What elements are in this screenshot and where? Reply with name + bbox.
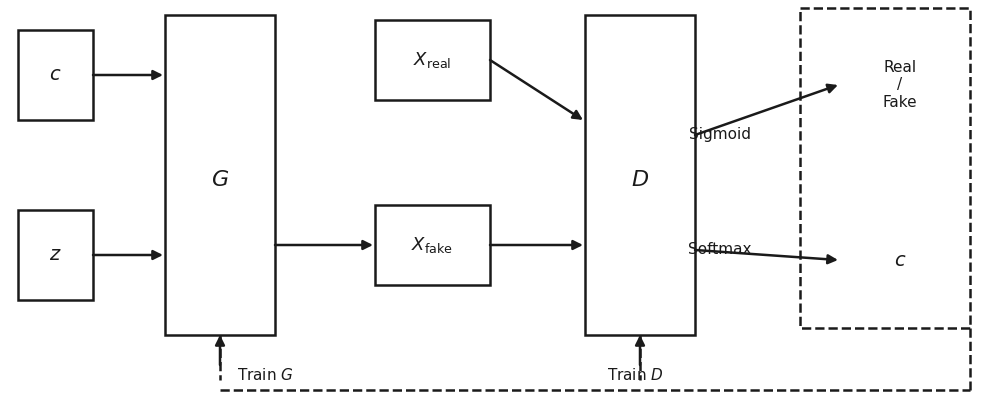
Text: $D$: $D$	[631, 170, 649, 190]
Bar	[840, 210, 960, 310]
Text: Sigmoid: Sigmoid	[689, 128, 751, 143]
Text: $c$: $c$	[48, 66, 61, 85]
Bar	[375, 20, 490, 100]
Bar	[165, 15, 275, 335]
Text: $G$: $G$	[210, 170, 229, 190]
Bar	[18, 30, 93, 120]
Bar	[585, 15, 695, 335]
Bar	[375, 205, 490, 285]
Text: $c$: $c$	[894, 250, 906, 269]
Text: $z$: $z$	[48, 246, 61, 265]
Bar	[800, 8, 970, 328]
Text: Train $D$: Train $D$	[607, 367, 663, 383]
Text: $X_{\rm real}$: $X_{\rm real}$	[413, 50, 452, 70]
Bar	[840, 20, 960, 150]
Text: $X_{\rm fake}$: $X_{\rm fake}$	[411, 235, 453, 255]
Text: Real
/
Fake: Real / Fake	[882, 60, 917, 110]
Text: Softmax: Softmax	[689, 243, 752, 258]
Bar	[18, 210, 93, 300]
Text: Train $G$: Train $G$	[237, 367, 293, 383]
